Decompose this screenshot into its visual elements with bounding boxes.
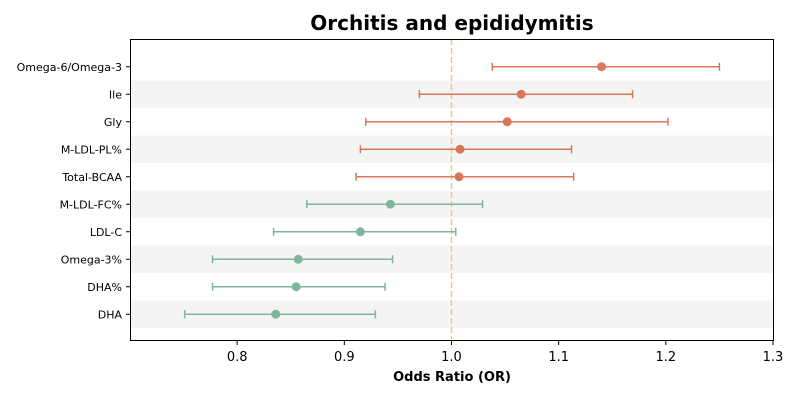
y-tick-label: Ile <box>109 88 122 101</box>
x-axis-label: Odds Ratio (OR) <box>393 370 511 385</box>
or-point <box>454 172 464 182</box>
chart-title: Orchitis and epididymitis <box>310 11 593 35</box>
x-axis: 0.8 0.9 1.0 1.1 1.2 1.3 <box>227 340 784 365</box>
row-dha <box>183 309 377 319</box>
row-ile <box>418 89 634 99</box>
row-total-bcaa <box>355 172 575 182</box>
or-point <box>293 254 303 264</box>
x-tick-label: 1.0 <box>441 350 462 365</box>
y-tick-label: Total-BCAA <box>61 171 122 184</box>
row-gly <box>365 117 669 127</box>
y-tick-label: DHA <box>98 308 123 321</box>
y-tick-label: Omega-3% <box>61 253 122 266</box>
or-point <box>597 62 607 72</box>
y-tick-label: M-LDL-FC% <box>60 198 122 211</box>
y-tick-label: Gly <box>104 116 123 129</box>
x-tick-label: 0.9 <box>334 350 355 365</box>
or-point <box>516 89 526 99</box>
y-tick-label: LDL-C <box>90 226 123 239</box>
x-tick-label: 0.8 <box>227 350 248 365</box>
x-tick-label: 1.2 <box>655 350 676 365</box>
row-omega-3- <box>211 254 394 264</box>
or-point <box>355 227 365 237</box>
row-ldl-c <box>272 227 457 237</box>
row-m-ldl-pl- <box>359 144 573 154</box>
x-tick-label: 1.3 <box>763 350 784 365</box>
y-axis: Omega-6/Omega-3 Ile Gly M-LDL-PL% Total-BCAA… <box>17 61 130 321</box>
row-dha- <box>211 282 386 292</box>
or-point <box>385 199 395 209</box>
y-tick-label: Omega-6/Omega-3 <box>17 61 122 74</box>
x-tick-label: 1.1 <box>548 350 569 365</box>
or-point <box>502 117 512 127</box>
data-rows <box>183 62 721 319</box>
or-point <box>271 309 281 319</box>
row-m-ldl-fc- <box>306 199 484 209</box>
or-point <box>455 144 465 154</box>
y-tick-label: DHA% <box>87 281 122 294</box>
y-tick-label: M-LDL-PL% <box>61 143 122 156</box>
or-point <box>291 282 301 292</box>
row-omega-6-omega-3 <box>491 62 721 72</box>
